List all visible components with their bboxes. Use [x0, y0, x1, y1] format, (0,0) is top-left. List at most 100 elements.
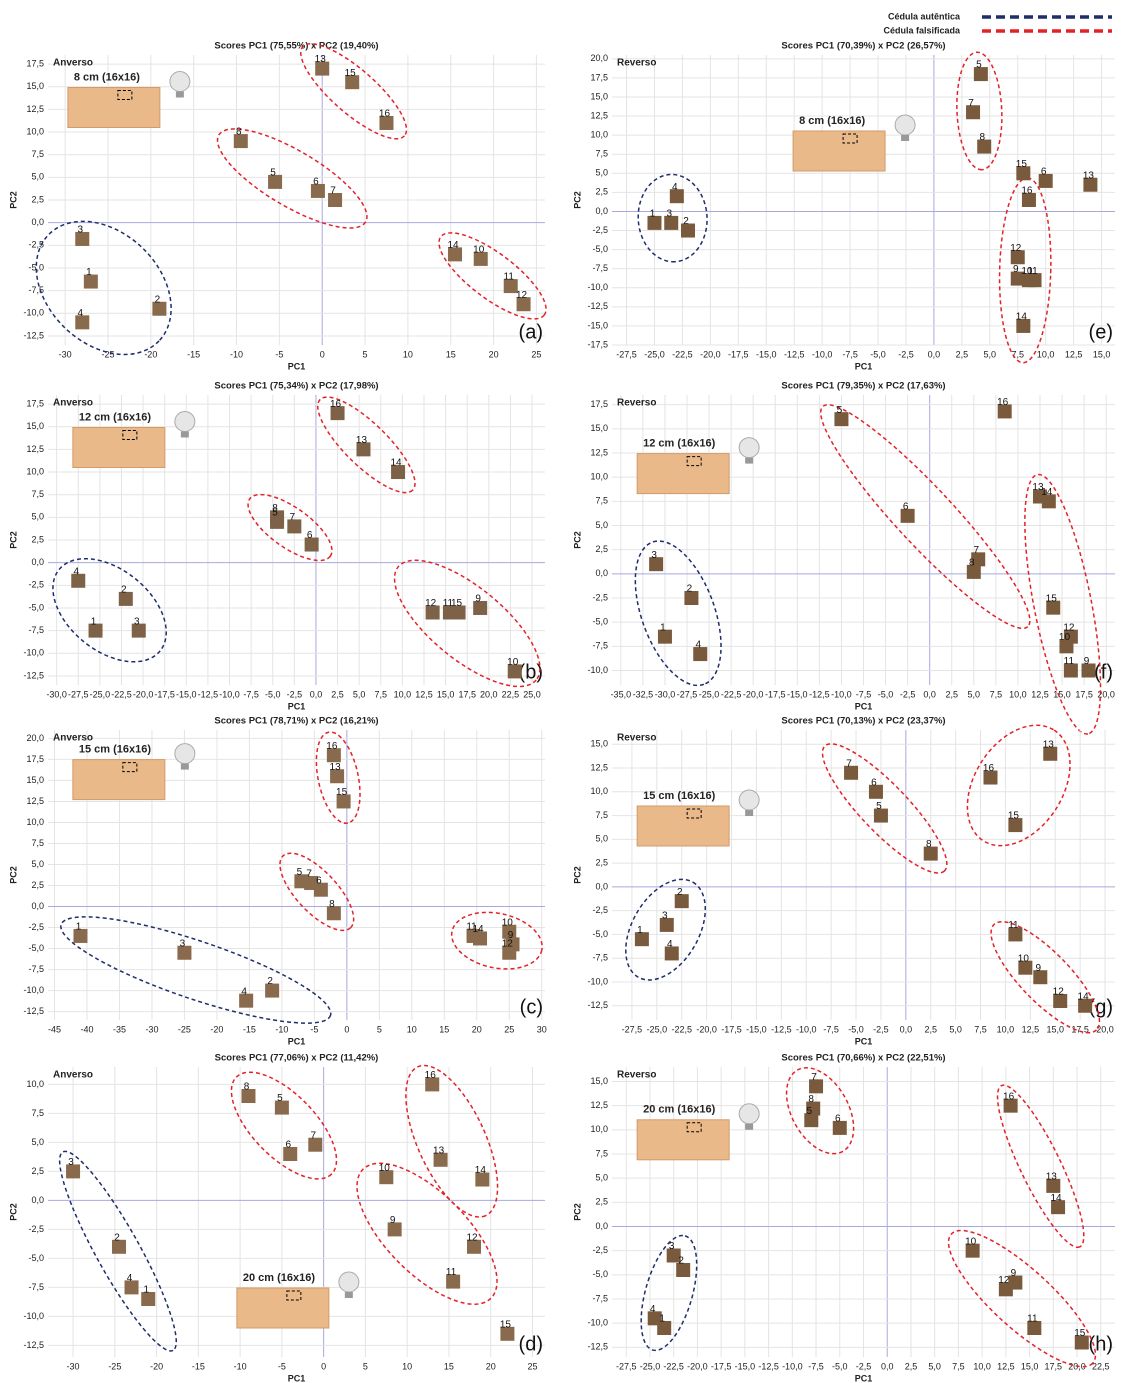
point-label: 10	[507, 657, 519, 668]
point-label: 3	[180, 938, 186, 949]
point-label: 12	[1053, 987, 1065, 998]
x-tick-label: -35	[113, 1024, 126, 1034]
x-tick-label: 25	[527, 1361, 537, 1371]
chart-title: Scores PC1 (75,55%) x PC2 (19,40%)	[214, 41, 378, 52]
point-label: 2	[114, 1232, 120, 1243]
point-label: 14	[1078, 991, 1090, 1002]
y-tick-label: 0,0	[31, 217, 44, 227]
y-tick-label: 10,0	[590, 1124, 608, 1134]
point-label: 9	[390, 1215, 396, 1226]
x-tick-label: -15	[187, 349, 200, 359]
point-label: 16	[997, 397, 1009, 408]
point-label: 9	[1036, 963, 1042, 974]
y-tick-label: 15,0	[590, 1076, 608, 1086]
point-label: 8	[236, 127, 242, 138]
group-ellipse	[946, 706, 1091, 864]
banknote-image	[793, 131, 885, 171]
point-label: 14	[475, 1165, 487, 1176]
y-tick-label: 7,5	[31, 489, 44, 499]
point-label: 6	[316, 875, 322, 886]
x-tick-label: -10,0	[796, 1024, 817, 1034]
y-tick-label: -12,5	[23, 330, 44, 340]
point-label: 8	[969, 558, 975, 569]
y-tick-label: 0,0	[31, 901, 44, 911]
y-tick-label: -10,0	[587, 976, 608, 986]
x-tick-label: -15,0	[787, 689, 808, 699]
point-label: 16	[379, 109, 391, 120]
point-label: 13	[1083, 170, 1095, 181]
x-tick-label: -20,0	[743, 689, 764, 699]
group-ellipse	[618, 530, 738, 697]
x-axis-label: PC1	[288, 1373, 306, 1383]
x-tick-label: -2,5	[900, 689, 916, 699]
point-label: 2	[677, 887, 683, 898]
x-tick-label: -10,0	[219, 689, 240, 699]
y-tick-label: -17,5	[587, 339, 608, 349]
light-bulb	[170, 72, 190, 92]
group-ellipse	[446, 905, 547, 977]
x-tick-label: 12,5	[1022, 1024, 1040, 1034]
y-tick-label: -12,5	[23, 1006, 44, 1016]
point-label: 9	[1011, 1268, 1017, 1279]
inset-label: 8 cm (16x16)	[74, 71, 140, 83]
point-label: 6	[285, 1140, 291, 1151]
x-tick-label: 10,0	[973, 1361, 991, 1371]
point-label: 13	[330, 762, 342, 773]
y-tick-label: 17,5	[590, 399, 608, 409]
x-tick-label: 10,0	[997, 1024, 1015, 1034]
x-axis-label: PC1	[855, 701, 873, 711]
x-tick-label: 15	[446, 349, 456, 359]
side-label: Reverso	[617, 58, 656, 69]
x-tick-label: -10	[230, 349, 243, 359]
x-tick-label: 0	[321, 1361, 326, 1371]
point-label: 7	[311, 1130, 317, 1141]
y-tick-label: -10,0	[23, 648, 44, 658]
side-label: Anverso	[53, 58, 93, 69]
banknote-image	[637, 1120, 729, 1160]
group-ellipse	[387, 1053, 516, 1230]
x-tick-label: -12,5	[771, 1024, 792, 1034]
light-bulb-base	[901, 135, 909, 141]
x-tick-label: -40	[80, 1024, 93, 1034]
x-tick-label: -45	[48, 1024, 61, 1034]
group-ellipse	[983, 1077, 1097, 1256]
x-tick-label: -5,0	[265, 689, 281, 699]
x-tick-label: -5	[275, 349, 283, 359]
inset-label: 12 cm (16x16)	[643, 438, 715, 450]
point-label: 4	[667, 939, 673, 950]
y-tick-label: 0,0	[31, 1195, 44, 1205]
x-tick-label: 15,0	[1093, 349, 1111, 359]
x-tick-label: 5	[377, 1024, 382, 1034]
x-tick-label: 15,0	[1046, 1024, 1064, 1034]
point-label: 10	[473, 245, 485, 256]
inset-label: 8 cm (16x16)	[799, 115, 865, 127]
x-tick-label: 7,5	[990, 689, 1003, 699]
y-tick-label: 12,5	[590, 762, 608, 772]
x-tick-label: -17,5	[711, 1361, 732, 1371]
point-label: 8	[808, 1094, 814, 1105]
point-label: 15	[1074, 1328, 1086, 1339]
point-label: 1	[76, 922, 82, 933]
x-tick-label: -20,0	[700, 349, 721, 359]
point-label: 14	[472, 924, 484, 935]
y-tick-label: 2,5	[595, 187, 608, 197]
point-label: 6	[307, 530, 313, 541]
y-tick-label: -2,5	[28, 922, 44, 932]
x-tick-label: 0,0	[923, 689, 936, 699]
x-tick-label: 5	[363, 1361, 368, 1371]
x-tick-label: -25	[108, 1361, 121, 1371]
x-tick-label: 2,5	[924, 1024, 937, 1034]
y-tick-label: 20,0	[26, 733, 44, 743]
x-tick-label: -2,5	[856, 1361, 872, 1371]
point-label: 14	[1050, 1193, 1062, 1204]
x-tick-label: 12,5	[1065, 349, 1083, 359]
x-tick-label: -12,5	[784, 349, 805, 359]
x-tick-label: -27,5	[616, 349, 637, 359]
point-label: 12	[466, 1232, 478, 1243]
point-label: 8	[329, 899, 335, 910]
y-tick-label: 7,5	[595, 149, 608, 159]
y-tick-label: 17,5	[26, 398, 44, 408]
y-tick-label: 20,0	[590, 53, 608, 63]
point-label: 5	[876, 801, 882, 812]
light-bulb	[895, 115, 915, 135]
